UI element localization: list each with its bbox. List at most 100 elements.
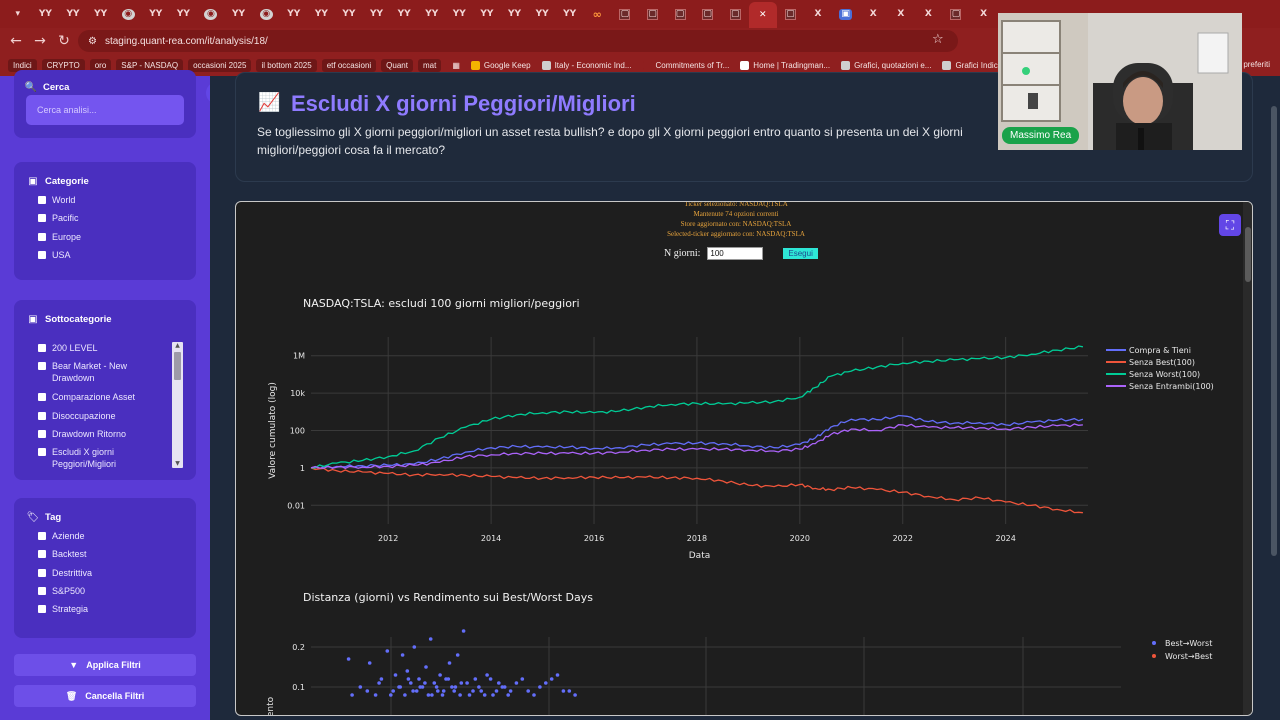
back-icon[interactable]: ← bbox=[10, 33, 22, 49]
tag-checkbox[interactable]: Destrittiva bbox=[38, 567, 162, 579]
expand-icon[interactable]: ⛶ bbox=[1219, 214, 1241, 236]
browser-tab[interactable]: YY bbox=[280, 3, 308, 25]
browser-tab[interactable]: ▢ bbox=[694, 3, 722, 25]
tag-checkbox[interactable]: Aziende bbox=[38, 530, 162, 542]
browser-tab[interactable]: ◉ bbox=[252, 3, 280, 25]
tag-checkbox[interactable]: Strategia bbox=[38, 603, 162, 615]
browser-tab[interactable]: ◉ bbox=[197, 3, 225, 25]
browser-tab[interactable]: YY bbox=[418, 3, 446, 25]
scroll-up-icon[interactable]: ▲ bbox=[175, 342, 180, 349]
bookmark-folder[interactable]: il bottom 2025 bbox=[256, 58, 317, 72]
browser-tab[interactable]: YY bbox=[528, 3, 556, 25]
chart-card-scrollbar[interactable] bbox=[1243, 202, 1252, 715]
browser-tab[interactable]: YY bbox=[87, 3, 115, 25]
browser-tab[interactable]: ▢ bbox=[777, 3, 805, 25]
reload-icon[interactable]: ↻ bbox=[58, 33, 70, 49]
browser-tab[interactable]: ▢ bbox=[666, 3, 694, 25]
bookmark-link[interactable]: Google Keep bbox=[470, 60, 531, 70]
subcategory-checkbox[interactable]: Escludi X giorni Peggiori/Migliori bbox=[38, 446, 162, 470]
bookmark-link[interactable]: Grafici, quotazioni e... bbox=[841, 60, 931, 70]
category-checkbox[interactable]: World bbox=[38, 194, 162, 206]
browser-tab[interactable]: YY bbox=[142, 3, 170, 25]
browser-tab[interactable]: X bbox=[915, 3, 943, 25]
category-checkbox[interactable]: Pacific bbox=[38, 212, 162, 224]
bookmark-folder[interactable]: CRYPTO bbox=[41, 58, 85, 72]
browser-tab[interactable]: ▢ bbox=[942, 3, 970, 25]
site-info-icon[interactable]: ⚙ bbox=[88, 35, 97, 47]
category-checkbox[interactable]: Europe bbox=[38, 231, 162, 243]
scroll-down-icon[interactable]: ▼ bbox=[175, 460, 180, 467]
checkbox-box[interactable] bbox=[38, 605, 46, 614]
browser-tab[interactable]: YY bbox=[556, 3, 584, 25]
browser-tab[interactable]: YY bbox=[473, 3, 501, 25]
browser-tab[interactable]: YY bbox=[32, 3, 60, 25]
subcategory-checkbox[interactable]: Bear Market - New Drawdown bbox=[38, 360, 162, 384]
browser-tab[interactable]: X bbox=[859, 3, 887, 25]
bookmark-folder[interactable]: mat bbox=[417, 58, 442, 72]
checkbox-box[interactable] bbox=[38, 411, 46, 420]
bookmark-link[interactable]: Italy - Economic Ind... bbox=[541, 60, 632, 70]
browser-tab[interactable]: X bbox=[887, 3, 915, 25]
checkbox-box[interactable] bbox=[38, 196, 46, 204]
checkbox-box[interactable] bbox=[38, 344, 46, 352]
checkbox-box[interactable] bbox=[38, 362, 46, 371]
run-button[interactable]: Esegui bbox=[783, 248, 818, 259]
other-bookmarks[interactable]: preferiti bbox=[1243, 60, 1270, 69]
bookmark-link[interactable]: Commitments of Tr... bbox=[642, 60, 729, 70]
n-days-input[interactable] bbox=[707, 247, 764, 260]
address-bar[interactable]: ⚙ staging.quant-rea.com/it/analysis/18/ bbox=[78, 30, 958, 52]
browser-tab[interactable]: YY bbox=[363, 3, 391, 25]
checkbox-box[interactable] bbox=[38, 532, 46, 540]
browser-tab[interactable]: ▢ bbox=[639, 3, 667, 25]
clear-filters-button[interactable]: 🗑 Cancella Filtri bbox=[14, 685, 196, 707]
checkbox-box[interactable] bbox=[38, 586, 46, 595]
category-checkbox[interactable]: USA bbox=[38, 249, 162, 261]
browser-tab[interactable]: YY bbox=[59, 3, 87, 25]
checkbox-box[interactable] bbox=[38, 448, 46, 457]
tag-checkbox[interactable]: S&P500 bbox=[38, 585, 162, 597]
subcategory-checkbox[interactable]: Drawdown Ritorno bbox=[38, 428, 162, 440]
subcategory-checkbox[interactable]: Comparazione Asset bbox=[38, 391, 162, 403]
browser-tab[interactable]: YY bbox=[335, 3, 363, 25]
bookmark-folder[interactable]: Quant bbox=[381, 58, 413, 72]
checkbox-box[interactable] bbox=[38, 550, 46, 559]
subcategory-checkbox[interactable]: 200 LEVEL bbox=[38, 342, 162, 354]
page-scrollbar[interactable] bbox=[1268, 76, 1280, 720]
bookmark-folder[interactable]: Indici bbox=[8, 58, 37, 72]
tag-checkbox[interactable]: Backtest bbox=[38, 548, 162, 560]
subcategory-checkbox[interactable]: Disoccupazione bbox=[38, 410, 162, 422]
scroll-thumb[interactable] bbox=[174, 352, 181, 380]
browser-tab[interactable]: ✕ bbox=[749, 2, 777, 28]
browser-tab[interactable]: YY bbox=[225, 3, 253, 25]
bookmark-folder[interactable]: occasioni 2025 bbox=[188, 58, 252, 72]
bookmark-link[interactable]: Home | Tradingman... bbox=[740, 60, 830, 70]
scroll-thumb[interactable] bbox=[1271, 106, 1277, 556]
checkbox-box[interactable] bbox=[38, 429, 46, 438]
checkbox-box[interactable] bbox=[38, 393, 46, 402]
browser-tab[interactable]: YY bbox=[170, 3, 198, 25]
bookmark-folder[interactable]: etf occasioni bbox=[321, 58, 377, 72]
browser-tab[interactable]: ▣ bbox=[832, 3, 860, 25]
scroll-thumb[interactable] bbox=[1245, 227, 1251, 282]
browser-tab[interactable]: YY bbox=[390, 3, 418, 25]
browser-tab[interactable]: YY bbox=[446, 3, 474, 25]
browser-tab[interactable]: ◉ bbox=[114, 3, 142, 25]
browser-tab[interactable]: X bbox=[970, 3, 998, 25]
browser-tab[interactable]: ∞ bbox=[583, 3, 611, 25]
forward-icon[interactable]: → bbox=[34, 33, 46, 49]
bookmark-folder[interactable]: oro bbox=[89, 58, 112, 72]
apps-grid-icon[interactable]: ▦ bbox=[452, 60, 460, 70]
checkbox-box[interactable] bbox=[38, 250, 46, 259]
browser-tab[interactable]: ▢ bbox=[611, 3, 639, 25]
checkbox-box[interactable] bbox=[38, 232, 46, 241]
checkbox-box[interactable] bbox=[38, 214, 46, 223]
browser-tab[interactable]: ▢ bbox=[721, 3, 749, 25]
bookmark-star-icon[interactable]: ☆ bbox=[932, 32, 944, 47]
apply-filters-button[interactable]: ▼ Applica Filtri bbox=[14, 654, 196, 676]
browser-tab[interactable]: YY bbox=[308, 3, 336, 25]
checkbox-box[interactable] bbox=[38, 568, 46, 577]
bookmark-link[interactable]: Grafici Indici I... bbox=[942, 60, 1011, 70]
browser-tab[interactable]: ▾ bbox=[4, 3, 32, 25]
search-input[interactable] bbox=[26, 95, 184, 125]
browser-tab[interactable]: X bbox=[804, 3, 832, 25]
